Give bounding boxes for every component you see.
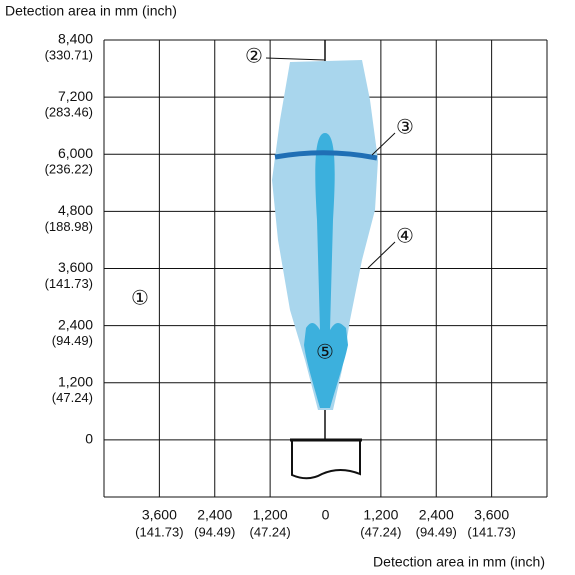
annotation: ③ — [396, 116, 414, 138]
y-tick-inch-label: (47.24) — [52, 390, 93, 405]
x-tick-label: 1,200 — [363, 507, 398, 523]
annotation: ⑤ — [316, 341, 334, 363]
x-tick-inch-label: (141.73) — [467, 524, 515, 539]
x-tick-inch-label: (141.73) — [135, 524, 183, 539]
leader — [265, 57, 326, 61]
leader — [367, 241, 396, 269]
y-tick-label: 7,200 — [58, 88, 93, 104]
x-axis-title: Detection area in mm (inch) — [373, 554, 545, 570]
y-tick-inch-label: (141.73) — [45, 276, 93, 291]
leader — [371, 132, 396, 156]
y-tick-label: 3,600 — [58, 259, 93, 275]
x-tick-inch-label: (47.24) — [250, 524, 291, 539]
x-tick-inch-label: (94.49) — [194, 524, 235, 539]
x-tick-label: 3,600 — [142, 507, 177, 523]
x-tick-label: 2,400 — [419, 507, 454, 523]
y-tick-label: 8,400 — [58, 31, 93, 47]
annotation: ② — [245, 45, 263, 67]
x-tick-inch-label: (47.24) — [360, 524, 401, 539]
y-tick-label: 1,200 — [58, 373, 93, 389]
x-tick-label: 1,200 — [253, 507, 288, 523]
y-tick-label: 4,800 — [58, 202, 93, 218]
y-tick-label: 2,400 — [58, 316, 93, 332]
x-tick-inch-label: (94.49) — [416, 524, 457, 539]
x-tick-label: 0 — [322, 507, 330, 523]
sensor — [290, 439, 362, 480]
x-tick-label: 2,400 — [197, 507, 232, 523]
y-tick-inch-label: (94.49) — [52, 333, 93, 348]
x-tick-label: 3,600 — [474, 507, 509, 523]
y-tick-inch-label: (283.46) — [45, 105, 93, 120]
title: Detection area in mm (inch) — [5, 3, 177, 19]
y-tick-label: 0 — [85, 431, 93, 447]
y-tick-label: 6,000 — [58, 145, 93, 161]
grid — [103, 39, 548, 498]
y-tick-inch-label: (236.22) — [45, 162, 93, 177]
annotation: ④ — [396, 225, 414, 247]
inner-area — [304, 133, 348, 408]
y-tick-inch-label: (330.71) — [45, 47, 93, 62]
annotation: ① — [131, 287, 149, 309]
range-arc — [274, 150, 378, 161]
y-tick-inch-label: (188.98) — [45, 219, 93, 234]
